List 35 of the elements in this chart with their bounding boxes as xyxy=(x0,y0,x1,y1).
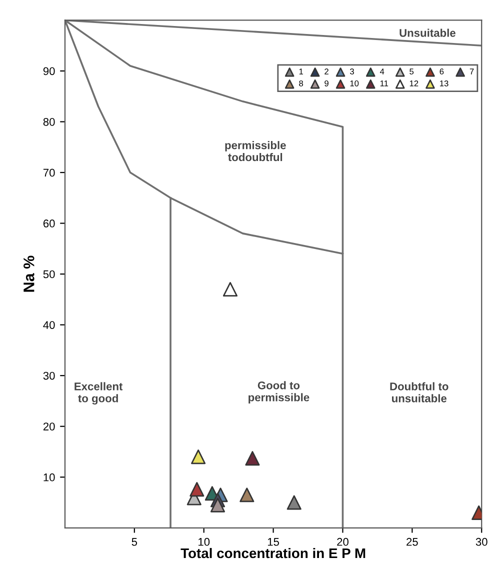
legend-label: 1 xyxy=(299,68,303,74)
y-tick-label: 80 xyxy=(43,118,55,126)
y-axis-title: Na % xyxy=(24,256,34,292)
y-tick-label: 30 xyxy=(43,372,55,380)
legend-label: 6 xyxy=(440,68,444,74)
y-tick-label: 20 xyxy=(43,422,55,430)
x-tick-label: 30 xyxy=(476,538,488,546)
legend-label: 7 xyxy=(470,68,474,74)
y-tick-label: 40 xyxy=(43,321,55,329)
annotation: permissible todoubtful xyxy=(225,141,286,162)
x-tick-label: 5 xyxy=(132,538,138,546)
legend-label: 12 xyxy=(410,80,418,86)
y-tick-label: 70 xyxy=(43,168,55,177)
legend-label: 13 xyxy=(440,80,448,86)
annotation: Good to permissible xyxy=(248,381,310,404)
annotation: Unsuitable xyxy=(400,28,456,37)
x-tick-label: 25 xyxy=(406,538,418,546)
legend-label: 9 xyxy=(324,80,328,86)
x-axis-title: Total concentration in E P M xyxy=(180,548,366,558)
legend-label: 10 xyxy=(350,80,359,86)
y-tick-label: 90 xyxy=(43,67,55,76)
legend-label: 3 xyxy=(350,68,354,74)
annotation: Excellent to good xyxy=(74,382,123,405)
y-tick-label: 60 xyxy=(43,220,55,228)
legend-label: 2 xyxy=(324,68,328,74)
y-tick-label: 10 xyxy=(44,473,55,482)
legend-label: 5 xyxy=(410,68,414,74)
legend-label: 8 xyxy=(299,80,304,86)
x-tick-label: 20 xyxy=(337,538,348,546)
x-tick-label: 10 xyxy=(198,538,210,546)
legend-label: 11 xyxy=(380,80,388,86)
legend-label: 4 xyxy=(380,68,384,74)
annotation: Doubtful to unsuitable xyxy=(390,382,448,402)
x-tick-label: 15 xyxy=(268,538,280,546)
y-tick-label: 50 xyxy=(43,270,55,278)
